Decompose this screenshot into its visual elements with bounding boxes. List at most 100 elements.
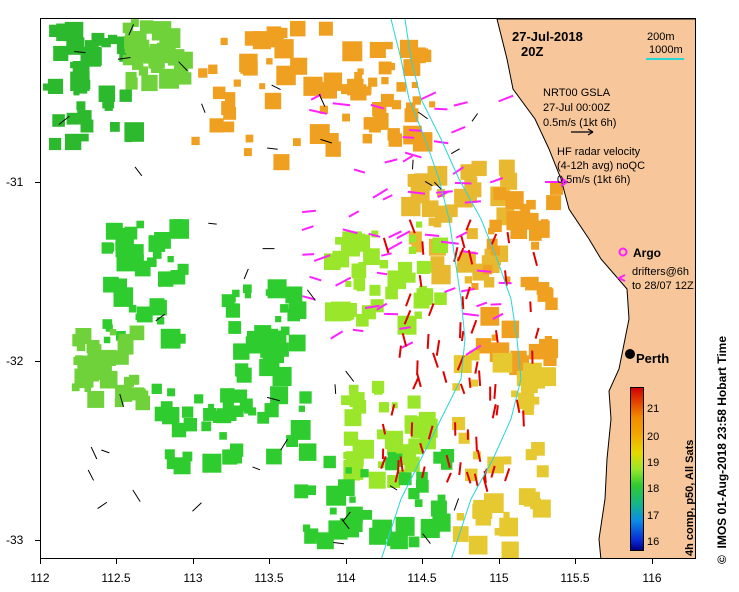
- sst-cell: [349, 496, 356, 503]
- sla-velocity-vector: [465, 471, 472, 484]
- argo-label: Argo: [633, 246, 661, 260]
- sst-cell: [511, 390, 518, 398]
- x-tick-label: 112: [30, 571, 50, 585]
- x-tick-label: 114.5: [407, 571, 437, 585]
- gsla-vector: [97, 501, 108, 510]
- sla-velocity-vector: [483, 478, 489, 492]
- sst-cell: [368, 471, 386, 489]
- hf-velocity-vector: [335, 276, 352, 287]
- sst-cell: [151, 21, 172, 41]
- gsla-vector: [333, 542, 344, 545]
- sst-cell: [112, 278, 127, 293]
- sst-cell: [407, 395, 421, 409]
- sst-cell: [468, 535, 488, 555]
- sst-cell: [285, 286, 303, 304]
- sst-cell: [49, 137, 62, 151]
- sst-cell: [222, 399, 234, 412]
- gsla-vector: [208, 222, 217, 225]
- sst-cell: [405, 272, 416, 283]
- sst-cell: [219, 432, 227, 440]
- sst-cell: [47, 78, 64, 94]
- sst-cell: [482, 264, 493, 275]
- gsla-vector: [192, 502, 202, 512]
- sst-cell: [182, 406, 194, 418]
- sst-cell: [277, 27, 288, 39]
- sst-cell: [526, 199, 536, 210]
- sst-cell: [452, 526, 469, 542]
- hf-velocity-vector: [376, 271, 388, 276]
- sst-cell: [165, 37, 175, 47]
- credit-text: © IMOS 01-Aug-2018 23:58 Hobart Time: [715, 336, 729, 564]
- sst-cell: [229, 303, 239, 313]
- sst-cell: [266, 58, 273, 65]
- sst-cell: [499, 517, 518, 537]
- sst-cell: [458, 432, 470, 444]
- sst-cell: [56, 23, 74, 42]
- sla-velocity-vector: [458, 462, 462, 476]
- x-tick-label: 113.5: [254, 571, 284, 585]
- gsla-vector: [453, 498, 460, 511]
- sst-patches: [42, 19, 564, 558]
- sla-velocity-vector: [445, 454, 451, 468]
- sst-cell: [259, 328, 279, 348]
- hf-legend-line2: (4-12h avg) noQC: [557, 160, 646, 172]
- hf-velocity-vector: [365, 304, 380, 309]
- sst-cell: [471, 283, 479, 290]
- sst-cell: [355, 457, 364, 466]
- gsla-vector: [424, 180, 433, 187]
- sst-cell: [432, 237, 448, 253]
- sst-cell: [345, 281, 352, 287]
- sst-cell: [387, 475, 401, 488]
- sst-map-canvas: [42, 19, 695, 558]
- sla-velocity-vector: [491, 404, 497, 419]
- sst-cell: [76, 342, 86, 352]
- colorbar-label: 20: [647, 431, 660, 443]
- sst-cell: [245, 134, 254, 143]
- map-area[interactable]: [40, 18, 696, 559]
- gsla-vector: [134, 166, 143, 177]
- sst-cell: [109, 328, 117, 336]
- sst-cell: [276, 65, 296, 86]
- sst-cell: [266, 448, 282, 465]
- colorbar-label: 16: [647, 536, 660, 548]
- sst-cell: [320, 82, 337, 99]
- sst-cell: [280, 326, 290, 336]
- sst-cell: [404, 108, 419, 123]
- sst-cell: [342, 41, 363, 62]
- sla-velocity-vector: [403, 310, 412, 325]
- sst-cell: [230, 443, 244, 457]
- y-tick-label: -32: [6, 354, 24, 368]
- sla-velocity-vector: [515, 399, 521, 413]
- sst-colorbar: [630, 387, 644, 551]
- sst-cell: [498, 159, 515, 176]
- sst-cell: [208, 64, 218, 74]
- sla-velocity-vector: [419, 442, 425, 454]
- sst-cell: [175, 333, 186, 344]
- hf-velocity-vector: [313, 254, 331, 262]
- sst-cell: [233, 343, 250, 360]
- sst-cell: [466, 182, 482, 198]
- sst-cell: [412, 96, 421, 105]
- sst-cell: [134, 260, 151, 277]
- gsla-vector: [345, 370, 355, 382]
- colorbar-label: 18: [647, 483, 660, 495]
- hf-legend-line1: HF radar velocity: [557, 146, 641, 158]
- sst-cell: [102, 96, 115, 109]
- sst-cell: [128, 255, 139, 266]
- sst-cell: [73, 89, 80, 96]
- hf-velocity-vector: [388, 230, 402, 239]
- sst-cell: [299, 391, 312, 404]
- sst-cell: [363, 86, 372, 95]
- gsla-vector: [201, 103, 206, 113]
- sst-cell: [202, 453, 222, 473]
- sla-velocity-vector: [408, 219, 416, 234]
- sst-cell: [464, 276, 472, 284]
- sla-velocity-vector: [459, 322, 462, 339]
- sla-legend-line3: 0.5m/s (1kt 6h): [543, 117, 617, 129]
- hf-velocity-vector: [440, 240, 459, 245]
- gsla-vector: [74, 51, 86, 54]
- sst-cell: [357, 68, 364, 75]
- sst-cell: [272, 366, 292, 386]
- hf-velocity-vector: [370, 103, 385, 110]
- perth-label: Perth: [636, 351, 670, 366]
